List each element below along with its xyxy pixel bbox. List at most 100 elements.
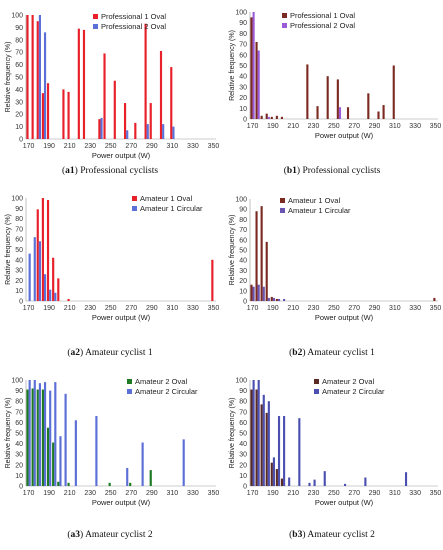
legend-label: Amateur 2 Circular	[322, 387, 385, 396]
y-tick-label: 70	[239, 227, 247, 234]
y-axis-title: Relative frequency (%)	[229, 30, 236, 101]
bar	[211, 259, 214, 301]
y-tick-label: 40	[239, 74, 247, 81]
legend-swatch	[93, 14, 98, 19]
bar	[257, 380, 260, 486]
y-tick-label: 30	[15, 452, 23, 459]
y-tick-label: 20	[239, 278, 247, 285]
x-axis-title: Power output (W)	[315, 313, 374, 322]
chart-svg-b1: 0 10 20 30 40 50 60 70 80 90 100 170 190 210 230 250 270…	[229, 10, 441, 141]
bar	[146, 124, 149, 139]
y-tick-label: 100	[235, 197, 247, 204]
x-tick-label: 250	[105, 305, 117, 312]
x-tick-label: 270	[125, 143, 137, 150]
x-tick-label: 190	[43, 305, 55, 312]
x-tick-label: 190	[267, 305, 279, 312]
legend-swatch	[280, 198, 285, 203]
bar	[255, 41, 258, 119]
legend-swatch	[127, 389, 132, 394]
bar	[74, 420, 77, 486]
bar	[308, 482, 311, 486]
bar	[272, 457, 275, 486]
bar	[126, 467, 129, 486]
y-tick-label: 90	[15, 25, 23, 32]
chart-svg-a2: 0 10 20 30 40 50 60 70 80 90 100 170 190 210 230 250 270…	[5, 194, 220, 322]
bar	[272, 297, 275, 301]
y-tick-label: 60	[15, 420, 23, 427]
y-tick-label: 20	[239, 462, 247, 469]
bar	[149, 103, 152, 139]
y-tick-label: 70	[239, 409, 247, 416]
y-tick-label: 40	[15, 87, 23, 94]
bar	[159, 50, 163, 139]
x-axis-title: Power output (W)	[315, 131, 374, 140]
bar	[36, 21, 39, 140]
bar	[344, 483, 347, 486]
bar	[162, 124, 165, 139]
y-tick-label: 20	[15, 462, 23, 469]
x-tick-label: 330	[409, 305, 421, 312]
x-tick-label: 190	[267, 490, 279, 497]
caption-a2: (a2) Amateur cyclist 1	[67, 348, 153, 358]
bar	[67, 91, 70, 139]
bar	[252, 12, 255, 119]
y-tick-label: 10	[15, 288, 23, 295]
bar	[260, 206, 263, 301]
bar	[392, 65, 395, 119]
y-tick-label: 60	[239, 237, 247, 244]
x-tick-label: 230	[308, 123, 320, 130]
bar	[46, 200, 50, 301]
legend-label: Professional 1 Oval	[101, 12, 166, 21]
x-tick-label: 170	[23, 305, 35, 312]
x-tick-label: 250	[105, 490, 117, 497]
x-tick-label: 170	[247, 123, 259, 130]
x-tick-label: 290	[369, 305, 381, 312]
x-tick-label: 230	[308, 490, 320, 497]
y-tick-label: 20	[15, 278, 23, 285]
legend-swatch	[127, 379, 132, 384]
x-tick-label: 170	[23, 490, 35, 497]
bar	[38, 241, 41, 301]
bar	[364, 477, 367, 486]
bar	[306, 64, 309, 119]
bar	[64, 393, 67, 486]
caption-a3: (a3) Amateur cyclist 2	[67, 530, 153, 540]
bar	[323, 471, 326, 486]
bar	[367, 93, 370, 119]
x-tick-label: 310	[167, 143, 179, 150]
y-tick-label: 0	[243, 484, 247, 491]
y-tick-label: 70	[15, 50, 23, 57]
bar	[59, 436, 62, 486]
caption-tag-b1: b1	[286, 166, 297, 176]
x-tick-label: 310	[389, 123, 401, 130]
legend-label: Amateur 1 Circular	[140, 204, 203, 213]
y-tick-label: 30	[15, 99, 23, 106]
bar	[280, 478, 284, 486]
bar	[67, 298, 70, 301]
bar	[28, 253, 31, 301]
bar	[257, 50, 260, 119]
y-tick-label: 80	[239, 217, 247, 224]
bar	[260, 404, 263, 486]
bar	[31, 388, 34, 486]
bar	[298, 418, 301, 486]
legend-label: Professional 2 Oval	[290, 21, 355, 30]
y-tick-label: 50	[15, 431, 23, 438]
bar	[280, 116, 284, 119]
y-tick-label: 50	[239, 248, 247, 255]
bar	[283, 416, 286, 486]
x-tick-label: 350	[208, 490, 220, 497]
bar	[257, 284, 260, 301]
caption-text-a1: Professional cyclists	[80, 166, 159, 176]
x-tick-label: 330	[409, 123, 421, 130]
y-tick-label: 70	[15, 226, 23, 233]
caption-tag-b2: b2	[292, 348, 303, 358]
x-tick-label: 350	[208, 305, 220, 312]
bar	[346, 107, 350, 119]
y-tick-label: 60	[239, 420, 247, 427]
caption-b2: (b2) Amateur cyclist 1	[289, 348, 375, 358]
y-tick-label: 10	[239, 106, 247, 113]
legend-swatch	[280, 208, 285, 213]
y-tick-label: 20	[15, 112, 23, 119]
bar	[252, 380, 255, 486]
